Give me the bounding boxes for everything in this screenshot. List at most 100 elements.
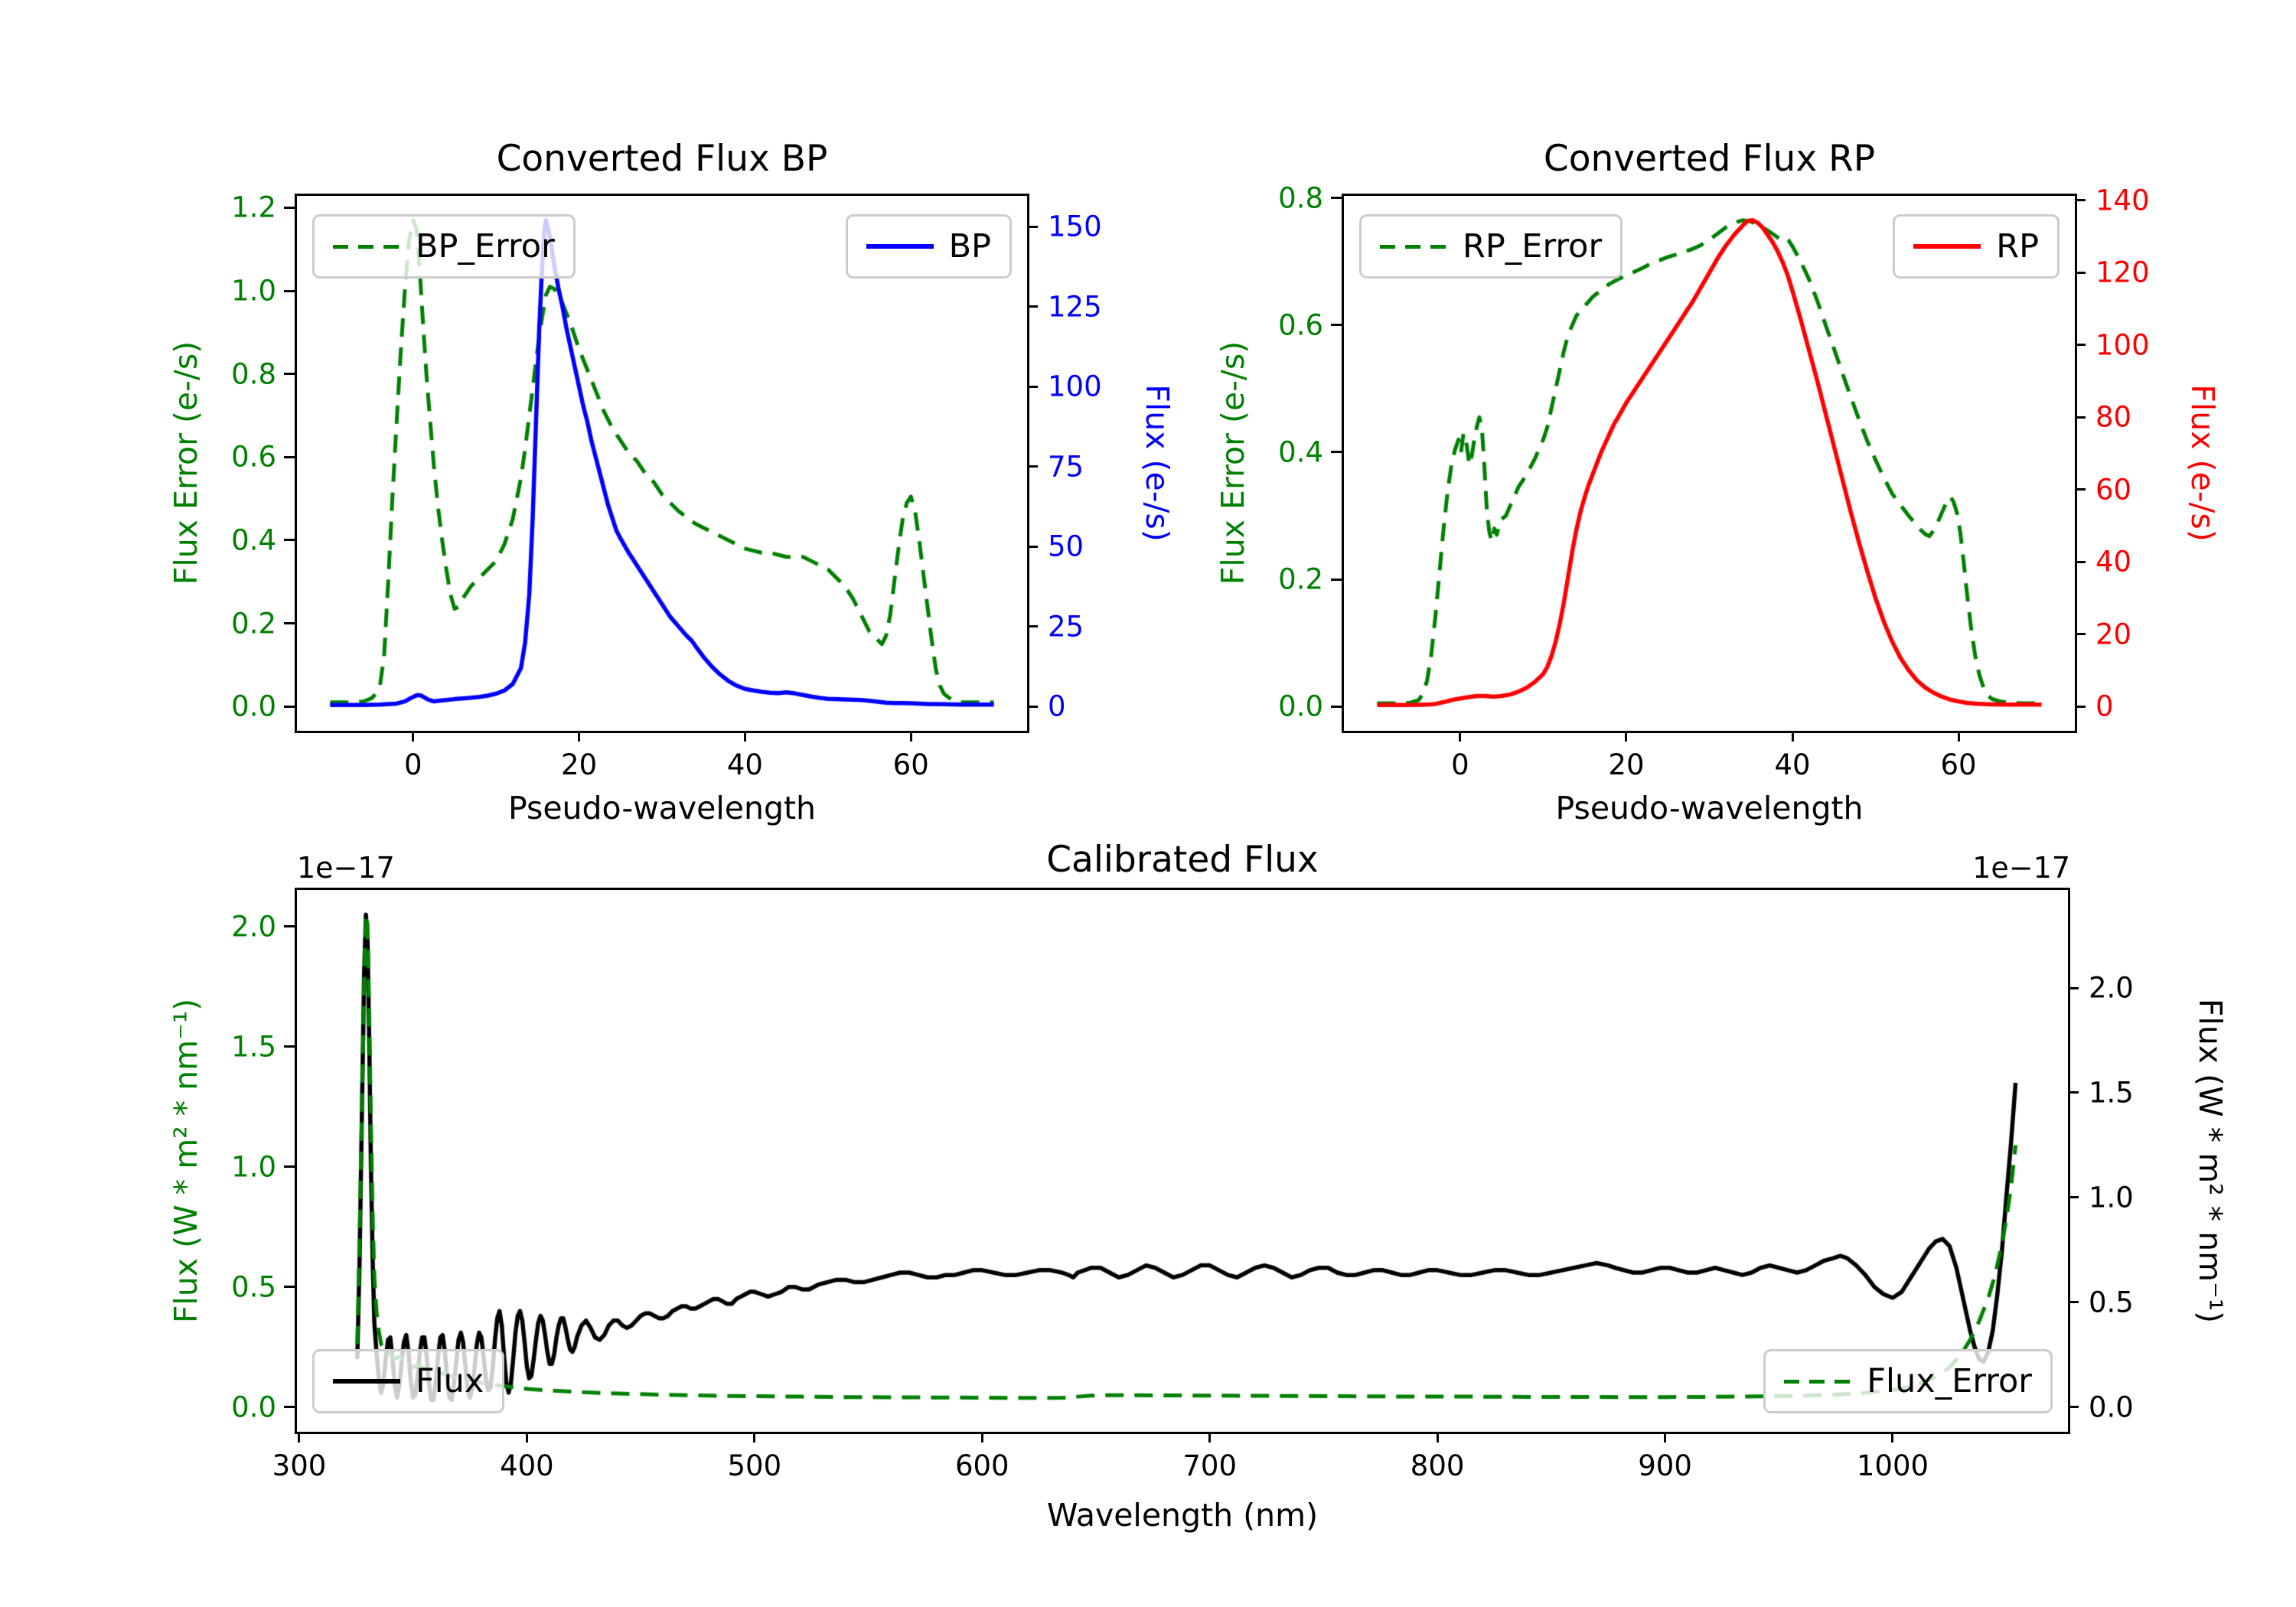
- bp-right-y-tick-mark: [1027, 545, 1038, 548]
- rp-right-y-tick-mark: [2075, 199, 2086, 202]
- bp-x-tick-mark: [412, 731, 415, 742]
- bp-left-y-tick-mark: [284, 455, 295, 458]
- cal-right-y-tick-mark: [2068, 1301, 2079, 1304]
- bp-right-y-tick-label: 0: [1048, 689, 1066, 723]
- bp-left-y-tick-mark: [284, 206, 295, 209]
- rp-left-yaxis-label: Flux Error (e-/s): [1215, 341, 1251, 585]
- cal-left-y-tick-mark: [284, 1165, 295, 1169]
- calibrated-axes: [295, 888, 2070, 1434]
- cal-left-y-tick-label: 0.5: [231, 1270, 276, 1304]
- cal-legend-flux_error: Flux_Error: [1763, 1349, 2053, 1413]
- cal-x-tick-mark: [298, 1432, 301, 1442]
- cal-x-tick-label: 600: [954, 1449, 1009, 1482]
- rp-x-tick-label: 0: [1451, 748, 1469, 781]
- bp_error-legend-label: BP_Error: [416, 227, 555, 266]
- bp-left-y-tick-label: 0.2: [231, 607, 276, 641]
- rp-right-y-tick-label: 20: [2095, 618, 2132, 651]
- bp-right-y-tick-mark: [1027, 705, 1038, 708]
- rp-left-y-tick-label: 0.0: [1278, 689, 1323, 723]
- bp-curves-canvas: [297, 196, 1027, 731]
- cal-x-tick-mark: [980, 1432, 983, 1442]
- cal-right-y-tick-label: 2.0: [2089, 971, 2134, 1005]
- cal-left-y-tick-label: 0.0: [231, 1390, 276, 1424]
- rp-xaxis-label: Pseudo-wavelength: [1555, 790, 1864, 826]
- cal-x-tick-mark: [1891, 1432, 1894, 1442]
- rp-right-y-tick-label: 140: [2095, 184, 2150, 217]
- rp-x-tick-mark: [1625, 731, 1628, 742]
- cal-x-tick-mark: [525, 1432, 528, 1442]
- bp-right-y-tick-mark: [1027, 465, 1038, 468]
- rp-axes: [1342, 194, 2077, 733]
- cal-x-tick-mark: [1436, 1432, 1439, 1442]
- cal-left-y-tick-label: 1.0: [231, 1150, 276, 1184]
- cal-x-tick-label: 900: [1638, 1449, 1692, 1482]
- cal-x-tick-mark: [1664, 1432, 1667, 1442]
- bp-right-y-tick-mark: [1027, 225, 1038, 228]
- flux-legend-label: Flux: [416, 1362, 484, 1400]
- rp-left-y-tick-mark: [1331, 451, 1342, 454]
- bp-left-yaxis-label: Flux Error (e-/s): [168, 341, 204, 585]
- bp-right-y-tick-mark: [1027, 625, 1038, 628]
- bp-title: Converted Flux BP: [496, 138, 828, 180]
- bp-right-y-tick-label: 50: [1048, 530, 1084, 563]
- calibrated-right-yaxis-label: Flux (W * m² * nm⁻¹): [2192, 998, 2229, 1324]
- bp-right-y-tick-label: 75: [1048, 450, 1084, 484]
- cal-left-y-tick-label: 2.0: [231, 910, 276, 944]
- rp-x-tick-label: 60: [1940, 748, 1977, 781]
- rp-x-tick-mark: [1957, 731, 1960, 742]
- bp-right-y-tick-label: 150: [1048, 210, 1102, 243]
- bp-left-y-tick-mark: [284, 373, 295, 376]
- cal-right-y-tick-label: 0.0: [2089, 1390, 2134, 1424]
- bp-axes: [295, 194, 1029, 733]
- rp-right-y-tick-mark: [2075, 488, 2086, 491]
- bp-legend-bp: BP: [845, 214, 1012, 279]
- bp-x-tick-mark: [578, 731, 581, 742]
- bp-left-y-tick-mark: [284, 705, 295, 708]
- bp-right-y-tick-label: 25: [1048, 610, 1084, 644]
- cal-x-tick-label: 700: [1182, 1449, 1237, 1482]
- bp-right-y-tick-mark: [1027, 385, 1038, 388]
- cal-x-tick-mark: [753, 1432, 756, 1442]
- calibrated-left-yaxis-label: Flux (W * m² * nm⁻¹): [168, 998, 204, 1324]
- bp-right-yaxis-label: Flux (e-/s): [1139, 384, 1176, 542]
- rp-x-tick-mark: [1791, 731, 1794, 742]
- bp-left-y-tick-label: 0.0: [231, 689, 276, 723]
- bp-legend-line-sample: [866, 244, 934, 249]
- bp-right-y-tick-label: 125: [1048, 290, 1102, 324]
- rp-x-tick-mark: [1459, 731, 1462, 742]
- rp-right-y-tick-mark: [2075, 344, 2086, 347]
- bp-xaxis-label: Pseudo-wavelength: [507, 790, 817, 826]
- cal-x-tick-label: 500: [727, 1449, 782, 1482]
- rp-left-y-tick-mark: [1331, 197, 1342, 200]
- rp-right-y-tick-mark: [2075, 560, 2086, 563]
- rp-curves-canvas: [1344, 196, 2075, 731]
- rp-right-y-tick-label: 0: [2095, 689, 2114, 723]
- calibrated-xaxis-label: Wavelength (nm): [1046, 1497, 1319, 1534]
- cal-right-y-tick-label: 1.5: [2089, 1076, 2134, 1110]
- rp-right-y-tick-mark: [2075, 633, 2086, 636]
- cal-left-y-tick-mark: [284, 1286, 295, 1289]
- cal-left-y-tick-mark: [284, 925, 295, 928]
- flux_error-legend-label: Flux_Error: [1867, 1362, 2032, 1400]
- rp-legend-label: RP: [1996, 227, 2039, 266]
- bp-right-y-tick-mark: [1027, 305, 1038, 308]
- rp_error-legend-label: RP_Error: [1463, 227, 1603, 266]
- cal-right-y-tick-mark: [2068, 1406, 2079, 1409]
- bp-x-tick-mark: [743, 731, 746, 742]
- rp-left-y-tick-mark: [1331, 705, 1342, 708]
- left-axis-offset-text: 1e−17: [297, 851, 395, 885]
- rp-right-y-tick-mark: [2075, 416, 2086, 419]
- rp-left-y-tick-label: 0.2: [1278, 562, 1323, 596]
- calibrated-curves-canvas: [297, 890, 2068, 1432]
- bp-x-tick-mark: [909, 731, 912, 742]
- rp-right-y-tick-label: 80: [2095, 400, 2132, 434]
- rp-right-y-tick-label: 120: [2095, 256, 2150, 289]
- cal-left-y-tick-label: 1.5: [231, 1030, 276, 1064]
- rp-legend-rp: RP: [1893, 214, 2060, 279]
- cal-right-y-tick-mark: [2068, 986, 2079, 989]
- bp-left-y-tick-mark: [284, 539, 295, 542]
- bp-left-y-tick-label: 0.4: [231, 523, 276, 557]
- rp-x-tick-label: 20: [1608, 748, 1645, 781]
- rp-left-y-tick-label: 0.6: [1278, 308, 1323, 342]
